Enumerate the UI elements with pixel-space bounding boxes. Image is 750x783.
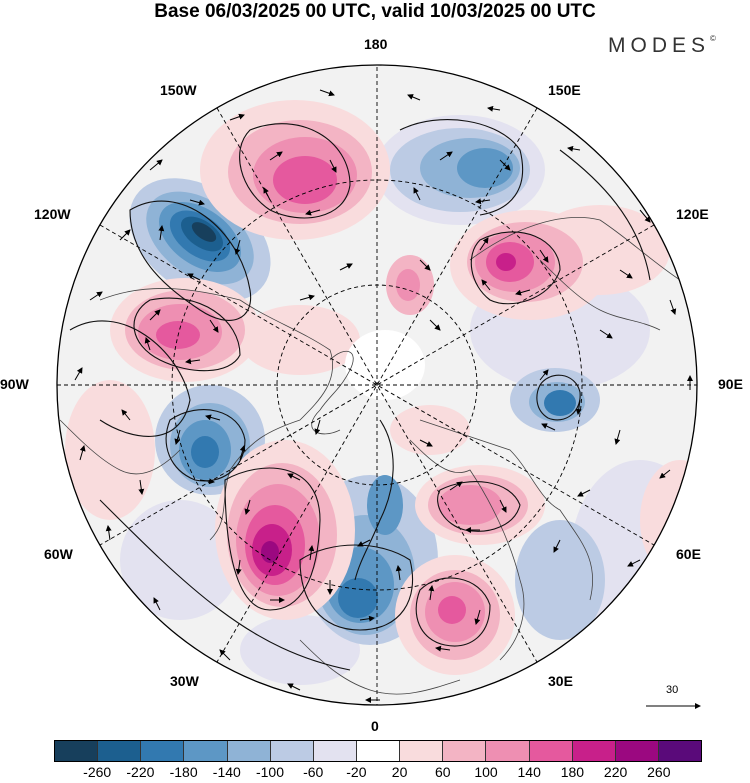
lon-label-60w: 60W bbox=[44, 546, 73, 562]
high-anomaly-60w bbox=[215, 440, 355, 620]
colorbar-tick-label: -100 bbox=[255, 764, 285, 780]
colorbar-swatch bbox=[270, 741, 314, 761]
colorbar-swatch bbox=[227, 741, 271, 761]
high-anomaly-120e bbox=[450, 210, 610, 320]
high-anomaly-150w bbox=[200, 100, 390, 240]
low-anomaly-30e bbox=[515, 520, 605, 640]
lon-label-120e: 120E bbox=[676, 206, 709, 222]
colorbar-swatch bbox=[313, 741, 357, 761]
colorbar-swatch bbox=[572, 741, 616, 761]
colorbar-tick-label: 260 bbox=[647, 764, 671, 780]
colorbar-swatch bbox=[55, 741, 99, 761]
colorbar-tick-label: -260 bbox=[83, 764, 112, 780]
colorbar-tick-label: -220 bbox=[126, 764, 155, 780]
colorbar-swatch bbox=[356, 741, 401, 761]
lon-label-150e: 150E bbox=[548, 82, 581, 98]
lon-label-120w: 120W bbox=[34, 206, 71, 222]
high-anomaly-100w bbox=[110, 278, 260, 382]
map-title: Base 06/03/2025 00 UTC, valid 10/03/2025… bbox=[154, 1, 596, 22]
colorbar-swatch bbox=[400, 741, 444, 761]
colorbar-swatch bbox=[141, 741, 185, 761]
lon-label-90e: 90E bbox=[718, 376, 743, 392]
lon-label-150w: 150W bbox=[160, 82, 197, 98]
colorbar-swatch bbox=[184, 741, 228, 761]
colorbar-labels: -260 -220 -180 -140 -100 -60 -20 20 60 100 140 180 2… bbox=[54, 764, 702, 782]
colorbar bbox=[54, 740, 702, 762]
lon-label-60e: 60E bbox=[676, 546, 701, 562]
colorbar-tick-label: -60 bbox=[303, 764, 324, 780]
lon-label-30e: 30E bbox=[548, 673, 573, 689]
colorbar-swatch bbox=[658, 741, 702, 761]
lon-label-0: 0 bbox=[371, 718, 379, 734]
colorbar-tick-label: 60 bbox=[435, 764, 451, 780]
lon-label-180: 180 bbox=[364, 36, 388, 52]
colorbar-tick-label: 100 bbox=[474, 764, 498, 780]
high-anomaly-180 bbox=[386, 255, 434, 315]
reference-vector-label: 30 bbox=[666, 684, 679, 696]
lon-label-30w: 30W bbox=[170, 673, 199, 689]
colorbar-tick-label: -20 bbox=[346, 764, 367, 780]
colorbar-tick-label: 180 bbox=[560, 764, 585, 780]
high-anomaly-60e bbox=[415, 465, 545, 545]
map-boundary bbox=[56, 64, 698, 706]
colorbar-tick-label: 20 bbox=[391, 764, 408, 780]
modes-logo: MODES© bbox=[608, 34, 716, 58]
colorbar-tick-label: -140 bbox=[212, 764, 241, 780]
colorbar-swatch bbox=[98, 741, 142, 761]
colorbar-swatch bbox=[529, 741, 573, 761]
colorbar-tick-label: -180 bbox=[169, 764, 198, 780]
colorbar-tick-label: 140 bbox=[517, 764, 541, 780]
colorbar-swatch bbox=[486, 741, 530, 761]
high-anomaly-30e bbox=[395, 555, 515, 675]
colorbar-tick-label: 220 bbox=[603, 764, 628, 780]
colorbar-swatch bbox=[443, 741, 487, 761]
low-anomaly-90e bbox=[510, 368, 600, 432]
logo-mark: © bbox=[710, 34, 716, 43]
logo-text: MODES bbox=[608, 34, 711, 57]
low-anomaly-150e bbox=[375, 115, 545, 225]
lon-label-90w: 90W bbox=[0, 376, 29, 392]
colorbar-swatch bbox=[615, 741, 659, 761]
